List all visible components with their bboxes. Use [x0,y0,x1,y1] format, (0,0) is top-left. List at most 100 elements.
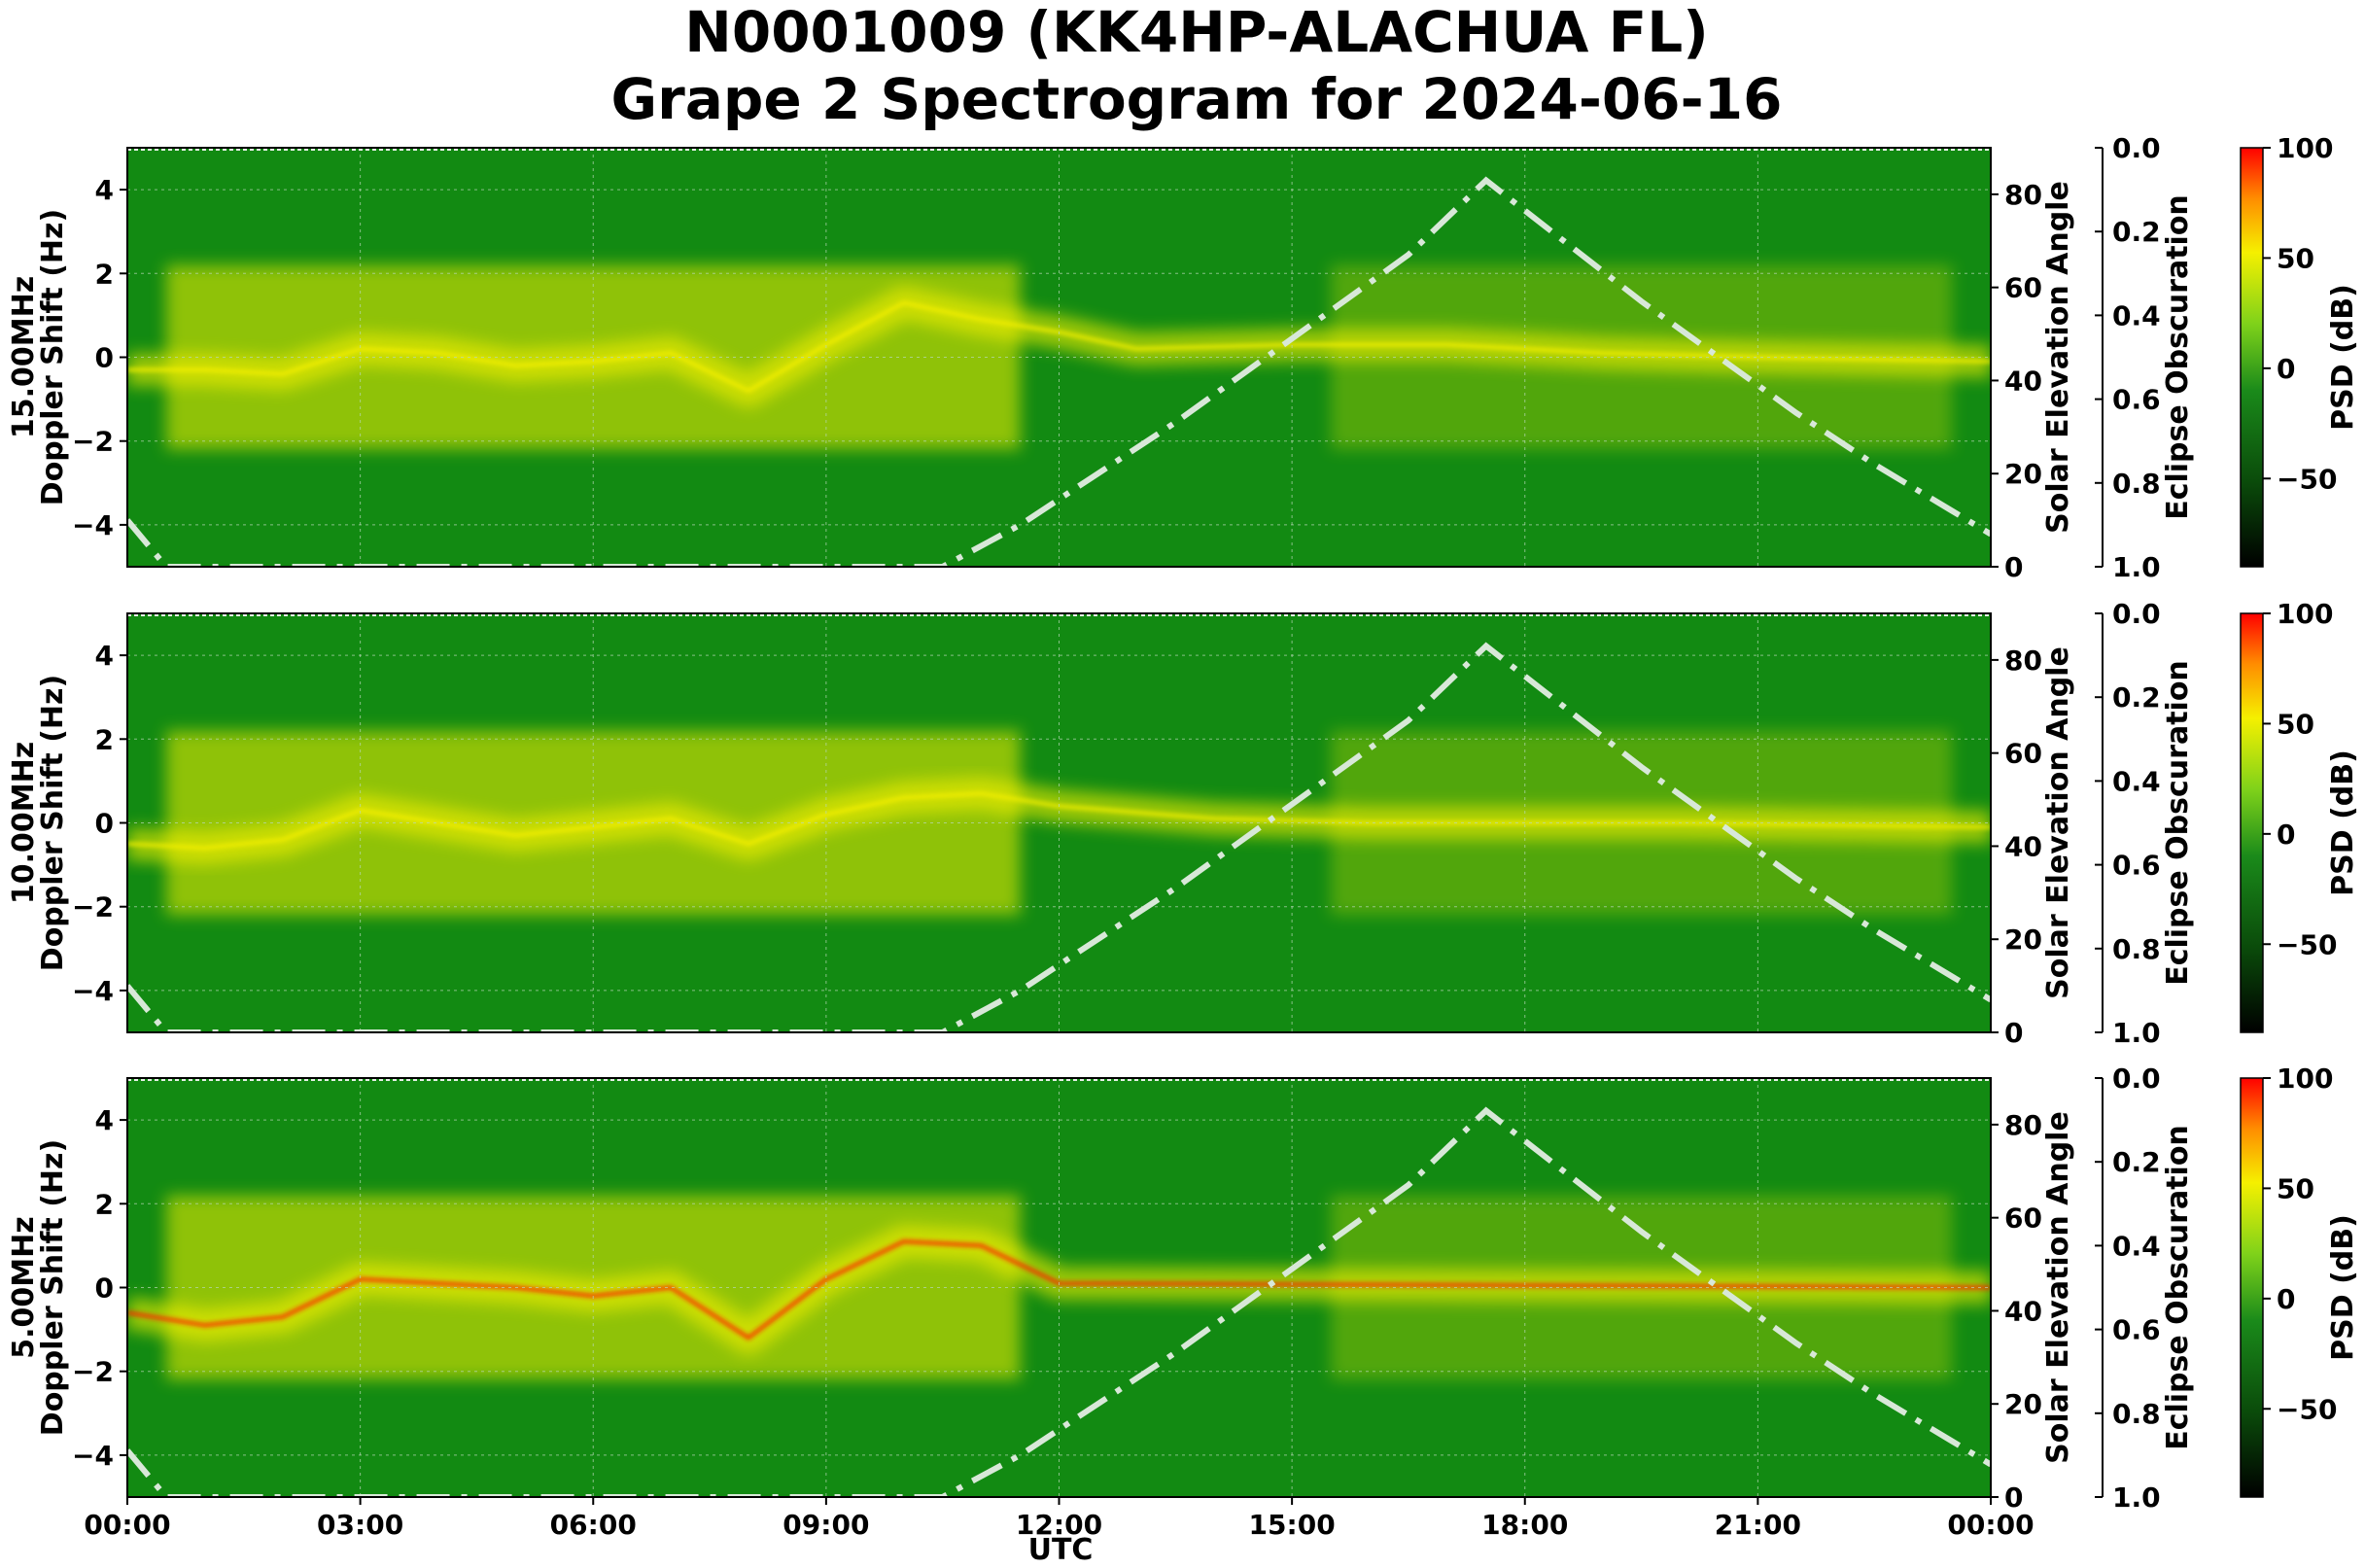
colorbar-tick-label: −50 [2277,1393,2337,1425]
solar-tick-label: 0 [2004,551,2023,583]
solar-elevation-curve [127,642,1991,1032]
psd-colorbar [2240,612,2264,1033]
y-tick-label: 4 [95,1104,114,1136]
eclipse-tick-label: 1.0 [2112,1017,2161,1049]
y-tick-label: 4 [95,640,114,672]
y-tick-label: 2 [95,723,114,755]
psd-colorbar [2240,147,2264,568]
y-tick-label: 4 [95,174,114,206]
y-tick-label: −2 [72,1356,114,1388]
x-axis-label: UTC [1028,1533,1094,1567]
eclipse-tick-label: 0.8 [2112,1398,2161,1430]
psd-colorbar [2240,1077,2264,1498]
eclipse-tick-label: 0.6 [2112,1314,2161,1346]
x-tick-label: 15:00 [1249,1509,1336,1541]
solar-tick-label: 60 [2004,738,2042,770]
eclipse-tick-label: 0.6 [2112,850,2161,882]
eclipse-tick-label: 0.2 [2112,216,2161,248]
solar-tick-label: 80 [2004,179,2042,211]
y-tick-label: −2 [72,426,114,458]
x-tick-label: 00:00 [1947,1509,2034,1541]
eclipse-tick-label: 0.4 [2112,765,2161,797]
solar-tick-label: 40 [2004,365,2042,397]
x-tick-label: 18:00 [1481,1509,1568,1541]
eclipse-tick-label: 0.2 [2112,681,2161,714]
eclipse-tick-label: 0.8 [2112,933,2161,965]
x-tick-label: 03:00 [317,1509,403,1541]
y-tick-label: −4 [72,1440,114,1472]
solar-tick-label: 0 [2004,1481,2023,1514]
x-tick-label: 12:00 [1016,1509,1102,1541]
solar-tick-label: 20 [2004,923,2042,956]
eclipse-tick-label: 0.4 [2112,299,2161,331]
eclipse-tick-label: 0.6 [2112,384,2161,416]
eclipse-axis-label: Eclipse Obscuration [2161,194,2195,520]
carrier-trace [127,300,1991,393]
x-tick-label: 00:00 [84,1509,170,1541]
solar-tick-label: 80 [2004,1109,2042,1141]
colorbar-tick-label: −50 [2277,463,2337,495]
y-tick-label: 0 [95,808,114,840]
solar-axis-label: Solar Elevation Angle [2041,181,2075,534]
frequency-label: 5.00MHz [7,1216,41,1358]
solar-axis-label: Solar Elevation Angle [2041,1111,2075,1464]
solar-tick-label: 60 [2004,1202,2042,1235]
colorbar-tick-label: −50 [2277,928,2337,960]
solar-tick-label: 80 [2004,645,2042,677]
y-axis-label: Doppler Shift (Hz) [36,675,70,971]
y-tick-label: −2 [72,891,114,923]
frequency-label: 10.00MHz [7,742,41,904]
solar-axis-label: Solar Elevation Angle [2041,646,2075,999]
colorbar-label: PSD (dB) [2326,749,2360,896]
colorbar-label: PSD (dB) [2326,284,2360,431]
solar-elevation-curve [127,176,1991,567]
y-axis-label: Doppler Shift (Hz) [36,209,70,505]
frequency-label: 15.00MHz [7,276,41,438]
eclipse-tick-label: 0.2 [2112,1146,2161,1178]
y-tick-label: 2 [95,1188,114,1220]
y-tick-label: −4 [72,975,114,1007]
eclipse-tick-label: 1.0 [2112,551,2161,583]
solar-tick-label: 0 [2004,1017,2023,1049]
colorbar-tick-label: 0 [2277,1283,2295,1315]
eclipse-tick-label: 1.0 [2112,1481,2161,1514]
y-tick-label: −4 [72,509,114,541]
colorbar-tick-label: 50 [2277,708,2314,740]
x-tick-label: 21:00 [1715,1509,1801,1541]
solar-tick-label: 20 [2004,1388,2042,1420]
eclipse-tick-label: 0.8 [2112,468,2161,500]
solar-tick-label: 20 [2004,458,2042,490]
eclipse-tick-label: 0.0 [2112,1063,2161,1095]
figure-title-line2: Grape 2 Spectrogram for 2024-06-16 [611,66,1783,132]
eclipse-tick-label: 0.4 [2112,1230,2161,1262]
colorbar-tick-label: 100 [2277,598,2333,630]
carrier-trace [127,1239,1991,1341]
eclipse-axis-label: Eclipse Obscuration [2161,1125,2195,1450]
figure-title-line1: N0001009 (KK4HP-ALACHUA FL) [684,0,1708,65]
eclipse-tick-label: 0.0 [2112,132,2161,164]
colorbar-tick-label: 0 [2277,353,2295,385]
solar-elevation-curve [127,1106,1991,1497]
x-tick-label: 09:00 [783,1509,869,1541]
carrier-trace [127,791,1991,851]
y-axis-label: Doppler Shift (Hz) [36,1139,70,1436]
x-tick-label: 06:00 [550,1509,637,1541]
y-tick-label: 0 [95,1272,114,1305]
solar-tick-label: 40 [2004,830,2042,862]
colorbar-tick-label: 0 [2277,819,2295,851]
solar-tick-label: 40 [2004,1295,2042,1327]
colorbar-tick-label: 50 [2277,1172,2314,1204]
solar-tick-label: 60 [2004,272,2042,304]
eclipse-axis-label: Eclipse Obscuration [2161,660,2195,986]
colorbar-label: PSD (dB) [2326,1214,2360,1361]
colorbar-tick-label: 50 [2277,242,2314,274]
colorbar-tick-label: 100 [2277,1063,2333,1095]
y-tick-label: 0 [95,342,114,374]
y-tick-label: 2 [95,258,114,290]
eclipse-tick-label: 0.0 [2112,598,2161,630]
